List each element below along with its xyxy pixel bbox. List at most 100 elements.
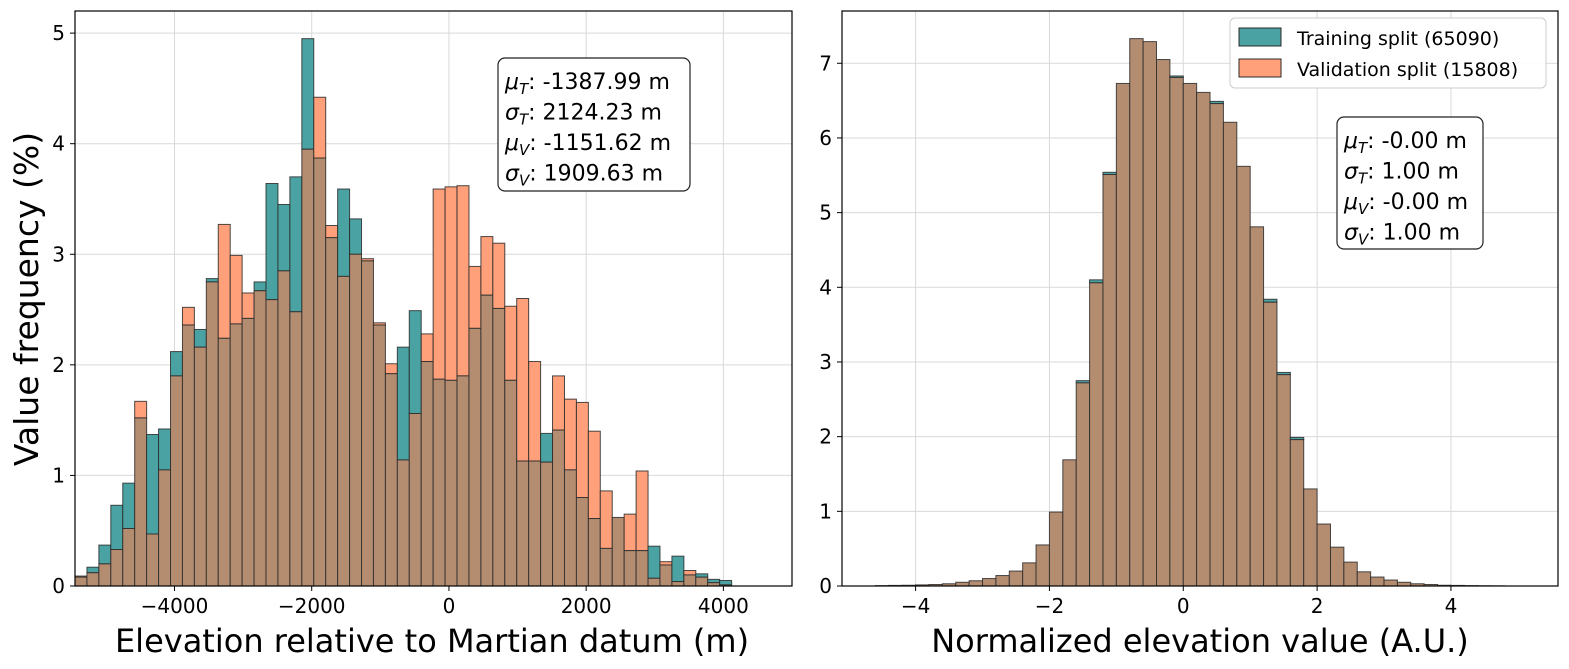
validation-bar — [683, 570, 697, 576]
validation-bar — [325, 225, 339, 239]
validation-bar — [552, 375, 565, 431]
stat-line: σV: 1909.63 m — [505, 162, 663, 190]
overlap-bar — [1276, 374, 1291, 586]
y-tick-label: 5 — [819, 201, 832, 225]
overlap-bar — [563, 469, 577, 586]
stats-box: μT: -1387.99 m σT: 2124.23 mμV: -1151.62 … — [497, 57, 691, 192]
overlap-bar — [540, 461, 554, 586]
overlap-bar — [1209, 103, 1224, 586]
overlap-bar — [1196, 91, 1211, 586]
overlap-bar — [1289, 439, 1305, 586]
overlap-bar — [575, 497, 589, 586]
training-bar — [396, 346, 410, 461]
overlap-bar — [1022, 562, 1037, 586]
overlap-bar — [1370, 576, 1385, 586]
overlap-bar — [611, 516, 625, 586]
x-tick-label: 2000 — [561, 594, 612, 618]
stat-line: μV: -1151.62 m — [504, 131, 671, 159]
overlap-bar — [277, 270, 291, 586]
overlap-bar — [1035, 544, 1050, 586]
overlap-bar — [253, 290, 267, 586]
y-tick-label: 0 — [819, 574, 832, 598]
x-tick-label: 0 — [1177, 594, 1190, 618]
overlap-bar — [122, 528, 136, 586]
overlap-bar — [301, 148, 315, 586]
overlap-bar — [480, 294, 494, 586]
y-axis-label: Value frequency (%) — [7, 132, 46, 466]
overlap-bar — [408, 413, 422, 586]
overlap-bar — [599, 547, 613, 586]
overlap-bar — [1343, 561, 1358, 586]
training-bar — [647, 545, 661, 579]
overlap-bar — [1062, 459, 1077, 586]
overlap-bar — [444, 379, 458, 586]
validation-bar — [623, 513, 637, 552]
legend-frame — [1229, 17, 1547, 89]
overlap-bar — [241, 317, 255, 586]
overlap-bar — [265, 299, 279, 586]
overlap-bar — [86, 572, 100, 586]
overlap-bar — [361, 260, 374, 586]
overlap-bar — [1222, 121, 1238, 586]
training-bar — [146, 434, 160, 535]
overlap-bar — [1129, 38, 1144, 586]
overlap-bar — [528, 460, 542, 586]
overlap-bar — [1356, 571, 1372, 586]
stat-line: μV: -0.00 m — [1343, 190, 1468, 218]
validation-bar — [492, 242, 506, 309]
overlap-bar — [1316, 523, 1331, 586]
overlap-bar — [968, 580, 984, 586]
training-bar — [170, 351, 183, 377]
overlap-bar — [134, 417, 148, 586]
overlap-bar — [683, 574, 697, 586]
y-tick-label: 3 — [819, 350, 832, 374]
validation-bar — [587, 430, 601, 520]
overlap-bar — [647, 577, 661, 586]
y-tick-label: 7 — [819, 51, 832, 75]
training-bar — [540, 432, 554, 463]
overlap-bar — [193, 346, 207, 586]
overlap-bar — [695, 576, 709, 586]
overlap-bar — [1089, 282, 1104, 586]
x-tick-label: −4 — [901, 594, 930, 618]
overlap-bar — [1383, 579, 1398, 586]
y-tick-label: 6 — [819, 126, 832, 150]
training-bar — [158, 428, 172, 471]
overlap-bar — [75, 576, 88, 586]
normalized-histogram-panel: −4 −2 0 2 4 0 1 2 3 4 5 6 7 μT: -0.00 m σT: 1.00 mμV: … — [819, 10, 1559, 618]
overlap-bar — [170, 375, 183, 586]
overlap-bar — [349, 253, 363, 586]
validation-bar — [241, 292, 255, 319]
validation-bar — [480, 236, 494, 296]
legend-swatch-validation — [1238, 58, 1282, 78]
overlap-bar — [1048, 511, 1064, 586]
stat-line: σV: 1.00 m — [1344, 221, 1460, 249]
x-tick-label: 4 — [1445, 594, 1458, 618]
overlap-bar — [110, 549, 124, 586]
training-bar — [193, 328, 207, 348]
x-tick-label: 4000 — [698, 594, 749, 618]
overlap-bar — [146, 533, 160, 586]
overlap-bar — [1142, 41, 1158, 586]
validation-bar — [456, 185, 470, 377]
legend: Training split (65090) Validation split … — [1229, 17, 1547, 89]
training-bar — [337, 188, 351, 277]
x-tick-label: −2 — [1035, 594, 1064, 618]
training-bar — [349, 218, 363, 255]
legend-label-validation: Validation split (15808) — [1297, 59, 1518, 81]
overlap-bar — [516, 460, 530, 586]
validation-bar — [134, 400, 148, 419]
validation-bar — [599, 490, 613, 549]
x-tick-label: −4000 — [141, 594, 209, 618]
overlap-bar — [635, 550, 649, 586]
stats-box-frame — [1336, 116, 1484, 250]
y-tick-label: 1 — [52, 463, 65, 487]
overlap-bar — [1169, 76, 1184, 586]
validation-bar — [384, 363, 398, 375]
y-tick-label: 3 — [52, 242, 65, 266]
stats-box-frame — [497, 57, 691, 192]
axes-frame — [841, 10, 1559, 587]
overlap-bar — [420, 361, 434, 586]
overlap-bar — [671, 581, 685, 586]
